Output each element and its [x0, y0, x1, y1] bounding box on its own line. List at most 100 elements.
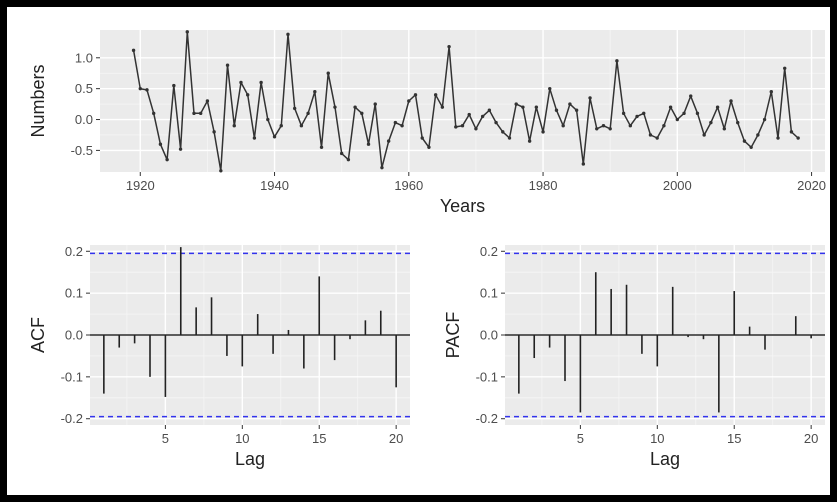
data-point [648, 133, 653, 137]
data-point [245, 93, 250, 97]
data-point [467, 112, 471, 117]
data-point [715, 105, 720, 109]
data-point [152, 111, 156, 116]
data-point [225, 63, 230, 67]
pacf-x-tick-label: 10 [650, 431, 664, 446]
data-point [212, 130, 216, 134]
data-point [286, 32, 290, 37]
data-point [440, 105, 445, 109]
data-point [165, 157, 169, 162]
data-point [306, 111, 310, 116]
acf-y-tick-label: 0.1 [65, 286, 83, 301]
series-line [132, 31, 799, 172]
data-point [494, 120, 498, 125]
data-point [534, 105, 539, 109]
top-y-tick-label: 1.0 [75, 50, 93, 65]
data-point [682, 111, 686, 116]
top-plot-panel [100, 30, 825, 172]
acf-y-tick-label: -0.2 [61, 411, 83, 426]
acf-y-axis-title: ACF [28, 317, 48, 353]
acf-x-tick-label: 15 [312, 431, 326, 446]
data-point [655, 136, 659, 140]
data-point [272, 135, 277, 139]
data-point [131, 48, 136, 53]
data-point [299, 123, 304, 128]
data-point [198, 111, 203, 116]
data-point [729, 99, 733, 103]
top-y-tick-label: 0.0 [75, 112, 93, 127]
top-x-tick-label: 2000 [663, 178, 692, 193]
data-point [574, 108, 579, 112]
acf-y-tick-label: 0.0 [65, 328, 83, 343]
top-x-axis-title: Years [440, 196, 485, 216]
acf-x-tick-label: 10 [235, 431, 249, 446]
data-point [662, 123, 666, 128]
data-point [608, 127, 612, 131]
pacf-x-tick-label: 5 [577, 431, 584, 446]
data-point [487, 108, 492, 112]
top-x-tick-label: 1940 [260, 178, 289, 193]
data-point [507, 136, 512, 140]
data-point [407, 99, 411, 103]
data-point [178, 147, 183, 151]
data-point [776, 136, 780, 140]
data-point [454, 125, 458, 129]
data-point [561, 123, 565, 128]
data-point [615, 59, 619, 63]
data-point [642, 111, 646, 116]
data-point [353, 105, 357, 109]
data-point [219, 169, 223, 173]
data-point [279, 123, 283, 128]
pacf-x-tick-label: 15 [727, 431, 741, 446]
top-x-tick-label: 1920 [126, 178, 155, 193]
data-point [756, 133, 760, 137]
data-point [319, 145, 324, 150]
data-point [541, 130, 545, 134]
data-point [783, 66, 787, 70]
data-point [480, 114, 485, 119]
acf-y-tick-label: 0.2 [65, 244, 83, 259]
data-point [239, 80, 243, 85]
data-point [266, 117, 270, 122]
top-y-axis-title: Numbers [28, 64, 48, 137]
top-x-tick-label: 2020 [797, 178, 826, 193]
pacf-x-tick-label: 20 [804, 431, 818, 446]
data-point [702, 133, 706, 137]
data-point [521, 105, 525, 109]
data-point [292, 106, 297, 111]
data-point [595, 127, 599, 131]
data-point [386, 139, 391, 143]
data-point [192, 111, 196, 116]
data-point [568, 102, 572, 106]
acf-x-tick-label: 20 [389, 431, 403, 446]
data-point [769, 90, 773, 94]
data-point [393, 120, 398, 125]
data-point [433, 93, 438, 97]
data-point [601, 123, 606, 128]
data-point [138, 86, 142, 91]
data-point [722, 127, 727, 131]
pacf-y-tick-label: -0.2 [476, 411, 498, 426]
top-x-tick-label: 1980 [529, 178, 558, 193]
data-point [232, 123, 236, 128]
pacf-y-tick-label: 0.1 [480, 286, 498, 301]
data-point [628, 123, 633, 128]
data-point [689, 94, 693, 98]
pacf-y-tick-label: 0.2 [480, 244, 498, 259]
data-point [762, 117, 767, 122]
data-point [252, 136, 257, 140]
data-point [588, 96, 592, 100]
data-point [339, 151, 344, 156]
data-point [796, 136, 800, 140]
data-point [548, 86, 552, 91]
data-point [313, 90, 317, 94]
top-y-tick-label: 0.5 [75, 81, 93, 96]
data-point [460, 123, 465, 128]
top-x-tick-label: 1960 [394, 178, 423, 193]
data-point [736, 120, 740, 125]
data-point [695, 111, 700, 116]
data-point [326, 71, 330, 75]
data-point [554, 108, 559, 112]
data-point [420, 136, 424, 140]
data-point [346, 157, 351, 162]
